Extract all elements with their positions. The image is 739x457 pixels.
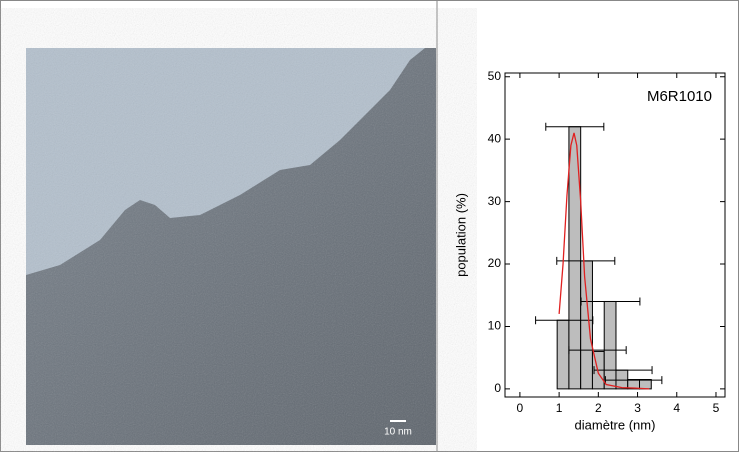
error-bar xyxy=(556,256,616,265)
error-bar xyxy=(593,366,653,375)
x-axis-label: diamètre (nm) xyxy=(575,417,656,432)
y-tick-label: 0 xyxy=(494,381,501,395)
bar xyxy=(615,369,629,390)
error-bar xyxy=(535,316,594,325)
x-tick-label: 1 xyxy=(556,401,563,415)
x-tick-label: 2 xyxy=(595,401,602,415)
annotation: M6R1010 xyxy=(647,88,712,105)
x-tick-label: 3 xyxy=(634,401,641,415)
error-bar xyxy=(545,122,605,131)
bar xyxy=(568,126,582,390)
y-axis-label: population (%) xyxy=(453,193,468,277)
y-tick-label: 10 xyxy=(488,319,502,333)
bar xyxy=(603,300,617,390)
micrograph xyxy=(26,48,436,445)
bar xyxy=(556,319,570,390)
x-tick-label: 0 xyxy=(517,401,524,415)
x-tick-label: 5 xyxy=(713,401,720,415)
y-tick-label: 50 xyxy=(488,69,502,83)
y-tick-label: 20 xyxy=(488,256,502,270)
bar xyxy=(580,260,593,390)
plot-frame xyxy=(504,72,726,398)
scale-bar-label: 10 nm xyxy=(384,427,412,438)
fit-curve xyxy=(558,132,650,390)
bar xyxy=(639,379,652,390)
error-bar xyxy=(580,297,641,306)
y-tick-label: 40 xyxy=(488,131,502,145)
y-tick-label: 30 xyxy=(488,194,502,208)
error-bar xyxy=(568,346,627,355)
x-tick-label: 4 xyxy=(673,401,680,415)
